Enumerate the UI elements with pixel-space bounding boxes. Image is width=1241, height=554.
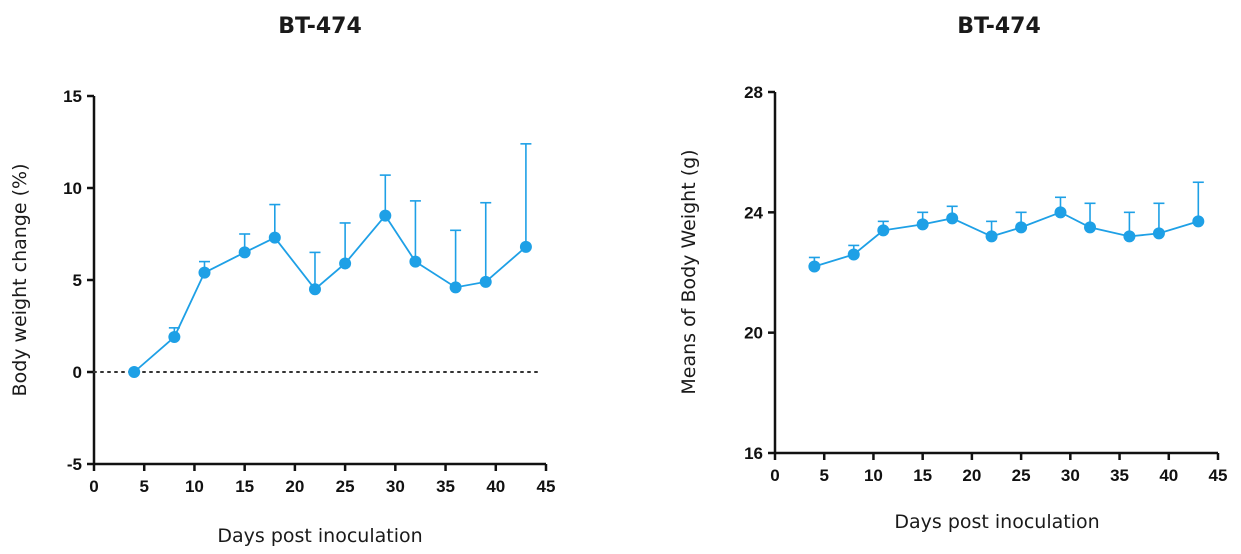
x-tick-label: 30 bbox=[1061, 466, 1080, 485]
data-point bbox=[1015, 221, 1028, 234]
x-tick-label: 25 bbox=[1012, 466, 1031, 485]
x-tick-label: 45 bbox=[537, 477, 556, 496]
data-point bbox=[238, 246, 251, 259]
data-point bbox=[379, 209, 392, 222]
data-point bbox=[1084, 221, 1097, 234]
data-point bbox=[1054, 206, 1067, 219]
plot-area: 0 5 10 15 20 25 30 35 40 45 -5 0 5 10 15 bbox=[63, 87, 555, 496]
x-tick-label: 30 bbox=[386, 477, 405, 496]
x-tick-label: 35 bbox=[1110, 466, 1129, 485]
y-tick-label: 15 bbox=[63, 87, 82, 106]
data-point bbox=[877, 224, 890, 237]
data-point bbox=[409, 255, 422, 268]
x-tick-label: 15 bbox=[235, 477, 254, 496]
x-tick-label: 0 bbox=[89, 477, 98, 496]
data-point bbox=[985, 230, 998, 243]
y-tick-label: 28 bbox=[744, 83, 763, 102]
x-tick-label: 35 bbox=[436, 477, 455, 496]
data-point bbox=[847, 248, 860, 261]
chart-title: BT-474 bbox=[278, 14, 362, 39]
x-tick-label: 0 bbox=[770, 466, 779, 485]
series-line bbox=[133, 214, 527, 373]
data-point bbox=[168, 331, 181, 344]
x-axis-label: Days post inoculation bbox=[894, 511, 1099, 533]
data-point bbox=[916, 218, 929, 231]
data-point bbox=[1152, 227, 1165, 240]
y-tick-label: 16 bbox=[744, 444, 763, 463]
x-tick-label: 10 bbox=[864, 466, 883, 485]
x-tick-label: 10 bbox=[185, 477, 204, 496]
data-point bbox=[1123, 230, 1136, 243]
series-line bbox=[814, 211, 1199, 268]
data-point bbox=[479, 275, 492, 288]
data-point bbox=[946, 212, 959, 225]
y-tick-label: 20 bbox=[744, 324, 763, 343]
x-tick-label: 15 bbox=[913, 466, 932, 485]
x-tick-label: 5 bbox=[819, 466, 828, 485]
data-point bbox=[519, 240, 532, 253]
x-tick-label: 5 bbox=[139, 477, 148, 496]
chart-title: BT-474 bbox=[957, 14, 1041, 39]
data-point bbox=[268, 231, 281, 244]
x-tick-label: 20 bbox=[962, 466, 981, 485]
data-point bbox=[339, 257, 352, 270]
y-tick-label: 24 bbox=[744, 203, 763, 222]
y-tick-label: -5 bbox=[67, 455, 82, 474]
y-axis-label: Means of Body Weight (g) bbox=[678, 149, 700, 394]
x-axis-label: Days post inoculation bbox=[217, 525, 422, 547]
x-tick-label: 40 bbox=[486, 477, 505, 496]
x-tick-label: 20 bbox=[285, 477, 304, 496]
plot-area: 0 5 10 15 20 25 30 35 40 45 16 20 24 28 bbox=[744, 83, 1227, 485]
data-point bbox=[198, 266, 211, 279]
data-point bbox=[308, 283, 321, 296]
data-point bbox=[449, 281, 462, 294]
body-weight-change-chart: BT-474 Days post inoculation Body weight… bbox=[9, 14, 555, 547]
y-tick-label: 0 bbox=[73, 363, 82, 382]
mean-body-weight-chart: BT-474 Days post inoculation Means of Bo… bbox=[678, 14, 1227, 533]
y-tick-label: 10 bbox=[63, 179, 82, 198]
x-tick-label: 45 bbox=[1209, 466, 1228, 485]
y-tick-label: 5 bbox=[73, 271, 82, 290]
x-tick-label: 40 bbox=[1159, 466, 1178, 485]
data-point bbox=[128, 366, 141, 378]
x-tick-label: 25 bbox=[336, 477, 355, 496]
y-axis-label: Body weight change (%) bbox=[9, 164, 31, 397]
data-point bbox=[1192, 215, 1205, 228]
data-point bbox=[808, 260, 821, 273]
